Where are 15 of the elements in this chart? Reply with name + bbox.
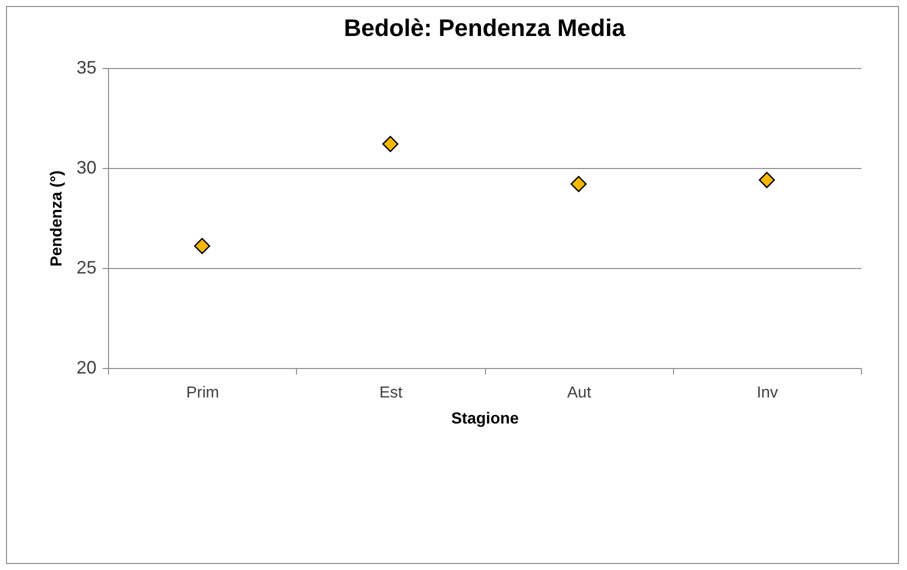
y-tick-label: 20 — [76, 358, 96, 378]
x-tick-label: Inv — [756, 384, 778, 402]
x-tick-label: Prim — [186, 384, 220, 402]
y-tick-label: 35 — [76, 58, 96, 78]
point — [570, 176, 587, 192]
chart-title: Bedolè: Pendenza Media — [344, 15, 626, 42]
x-tick-label: Est — [379, 384, 403, 402]
point — [758, 172, 775, 188]
x-axis-title: Stagione — [451, 410, 519, 428]
x-tick-label: Aut — [567, 384, 592, 402]
y-axis-title: Pendenza (°) — [48, 170, 66, 267]
y-tick-label: 25 — [76, 258, 96, 278]
point — [382, 136, 398, 152]
y-tick-label: 30 — [76, 158, 96, 178]
point — [194, 238, 210, 254]
